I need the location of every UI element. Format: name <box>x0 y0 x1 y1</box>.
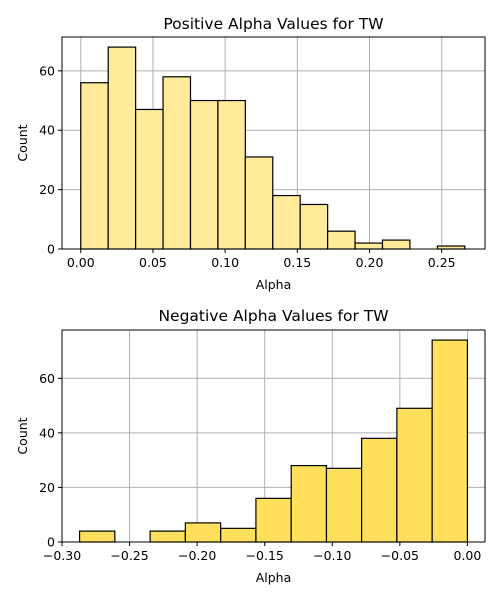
histogram-bar <box>149 530 186 543</box>
chart-title: Positive Alpha Values for TW <box>163 15 383 33</box>
x-tick-label: 0.00 <box>67 255 95 270</box>
histogram-bar <box>272 194 301 250</box>
chart-title: Negative Alpha Values for TW <box>158 307 388 325</box>
x-tick-label: −0.10 <box>313 548 351 563</box>
bars <box>78 339 469 543</box>
histogram-bar <box>107 46 137 250</box>
x-tick-label: 0.15 <box>283 255 311 270</box>
histogram-bar <box>162 76 192 250</box>
y-tick-label: 20 <box>39 480 55 495</box>
y-tick-label: 60 <box>39 371 55 386</box>
histogram-bar <box>244 156 274 250</box>
x-tick-label: −0.20 <box>178 548 216 563</box>
x-tick-label: 0.05 <box>139 255 167 270</box>
histogram-bar <box>381 239 411 250</box>
negative-alpha-chart: Negative Alpha Values for TW −0.30 −0.25−… <box>15 307 486 585</box>
y-tick-label: 40 <box>39 123 55 138</box>
x-axis-label: Alpha <box>256 277 292 292</box>
x-tick-label: 0.10 <box>211 255 239 270</box>
ticks: 0.00 0.05 0.10 0.15 0.20 0.25 0 20 40 60 <box>39 63 456 270</box>
histogram-bar <box>327 230 356 250</box>
histogram-bar <box>220 527 257 543</box>
x-tick-label: −0.15 <box>246 548 284 563</box>
histogram-bar <box>78 530 116 543</box>
histogram-bar <box>255 497 292 543</box>
y-axis-label: Count <box>15 417 30 454</box>
histogram-bar <box>299 203 329 250</box>
histogram-bar <box>80 82 109 250</box>
histogram-bar <box>325 467 363 543</box>
y-tick-label: 0 <box>47 535 55 550</box>
histogram-bar <box>354 242 384 250</box>
x-tick-label: −0.30 <box>43 548 81 563</box>
x-tick-label: 0.25 <box>428 255 456 270</box>
x-axis-label: Alpha <box>256 570 292 585</box>
y-tick-label: 40 <box>39 425 55 440</box>
y-tick-label: 60 <box>39 63 55 78</box>
y-tick-label: 20 <box>39 182 55 197</box>
x-tick-label: 0.20 <box>356 255 384 270</box>
histogram-bar <box>290 465 328 543</box>
histogram-bar <box>361 437 398 543</box>
ticks: −0.30 −0.25 −0.20 −0.15 −0.10 −0.05 0.00 0 20 40 6… <box>39 371 481 563</box>
x-tick-label: 0.00 <box>454 548 482 563</box>
bars <box>80 46 466 250</box>
x-tick-label: −0.05 <box>381 548 419 563</box>
axes-frame <box>61 36 486 250</box>
x-tick-label: −0.25 <box>110 548 148 563</box>
histogram-bar <box>431 339 469 543</box>
histogram-bar <box>396 407 433 543</box>
histogram-bar <box>184 522 222 543</box>
histogram-bar <box>135 108 164 250</box>
y-axis-label: Count <box>15 124 30 161</box>
y-tick-label: 0 <box>47 242 55 257</box>
positive-alpha-chart: Positive Alpha Values for TW 0.00 0.05 0.1… <box>15 15 486 292</box>
histogram-bar <box>189 99 219 250</box>
axes-frame <box>61 329 486 543</box>
histogram-bar <box>217 99 246 250</box>
